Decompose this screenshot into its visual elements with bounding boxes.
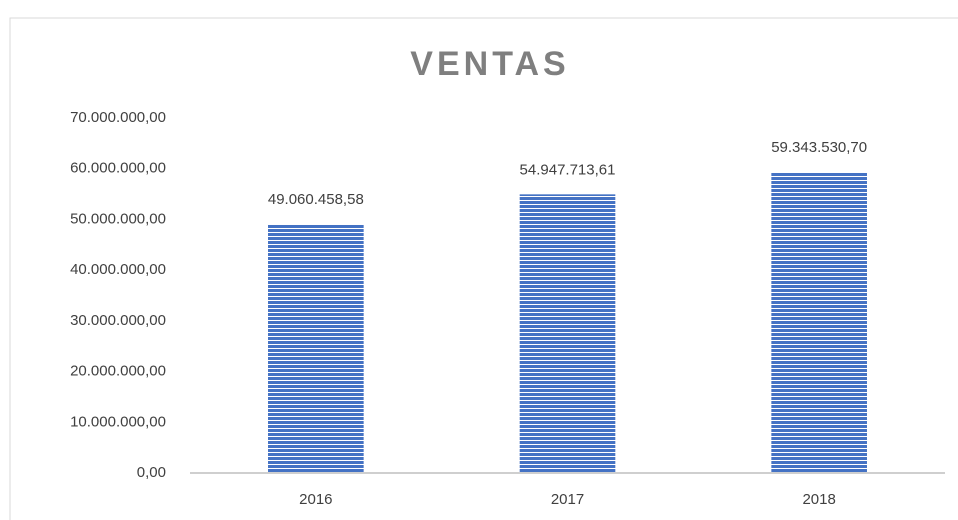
y-tick-label: 70.000.000,00 xyxy=(70,109,166,126)
x-tick-label: 2017 xyxy=(551,491,584,508)
data-label: 54.947.713,61 xyxy=(520,161,616,178)
y-tick-label: 20.000.000,00 xyxy=(70,363,166,380)
x-tick-label: 2018 xyxy=(802,491,835,508)
y-tick-label: 30.000.000,00 xyxy=(70,312,166,329)
y-tick-label: 40.000.000,00 xyxy=(70,261,166,278)
chart-border xyxy=(9,17,958,520)
bar xyxy=(268,224,364,473)
data-label: 59.343.530,70 xyxy=(771,139,867,156)
chart-title: VENTAS xyxy=(410,45,569,83)
bar xyxy=(519,194,616,473)
y-tick-label: 50.000.000,00 xyxy=(70,210,166,227)
bar xyxy=(771,172,867,473)
y-tick-label: 0,00 xyxy=(137,464,166,481)
y-tick-label: 10.000.000,00 xyxy=(70,413,166,430)
data-label: 49.060.458,58 xyxy=(268,191,364,208)
x-tick-label: 2016 xyxy=(299,491,332,508)
y-tick-label: 60.000.000,00 xyxy=(70,160,166,177)
